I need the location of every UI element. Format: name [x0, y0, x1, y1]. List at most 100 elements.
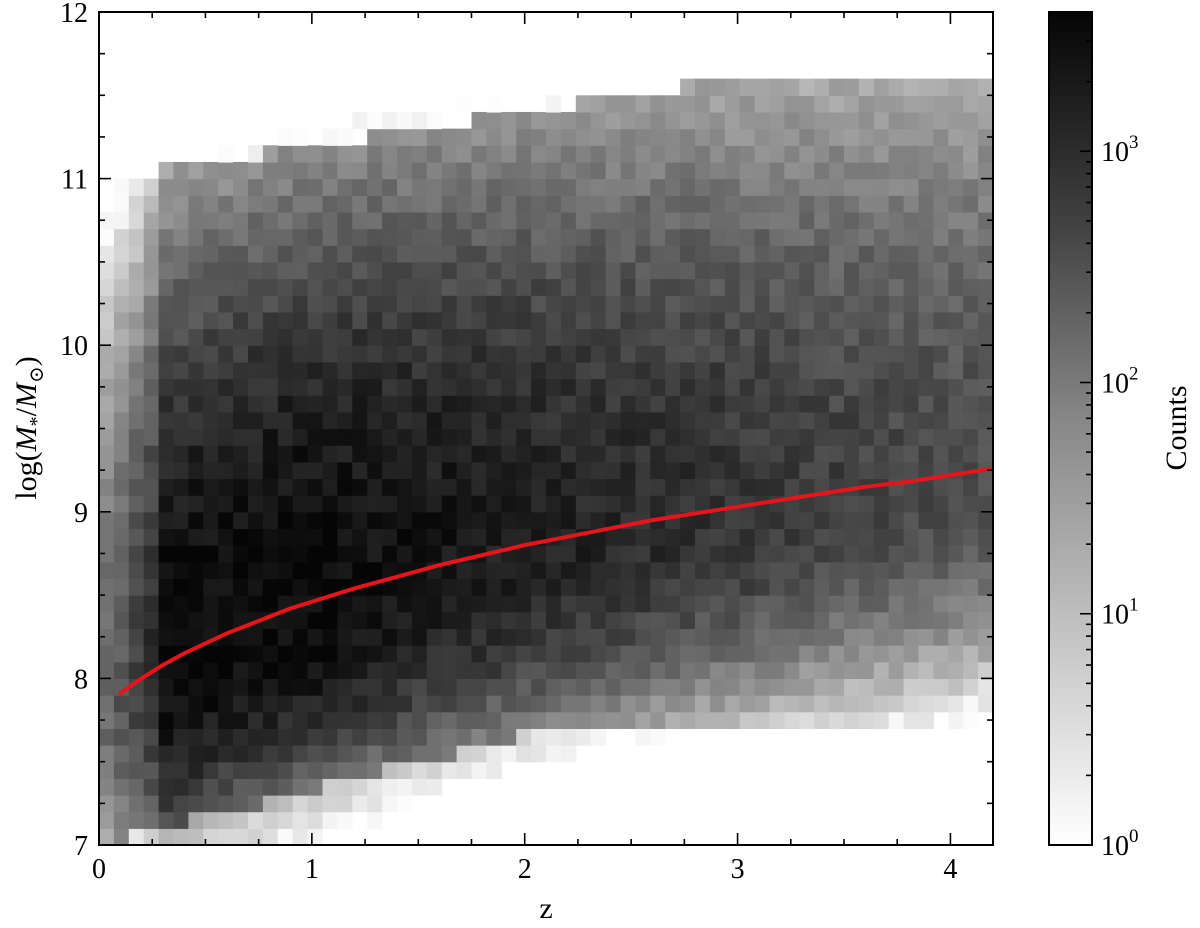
heatmap-cell: [128, 245, 145, 263]
heatmap-cell: [888, 261, 905, 280]
heatmap-cell: [829, 611, 845, 630]
heatmap-cell: [635, 611, 651, 630]
heatmap-cell: [382, 478, 398, 496]
heatmap-cell: [173, 178, 189, 196]
heatmap-cell: [143, 495, 160, 513]
heatmap-cell: [248, 645, 264, 663]
heatmap-cell: [546, 428, 562, 446]
heatmap-cell: [903, 178, 920, 196]
heatmap-cell: [248, 378, 264, 396]
heatmap-cell: [799, 478, 815, 496]
heatmap-cell: [128, 745, 145, 763]
heatmap-cell: [188, 778, 204, 796]
heatmap-cell: [173, 695, 189, 713]
heatmap-cell: [382, 295, 398, 313]
heatmap-cell: [709, 578, 726, 596]
heatmap-cell: [560, 745, 577, 763]
heatmap-cell: [739, 478, 756, 496]
heatmap-cell: [277, 645, 294, 663]
heatmap-cell: [769, 195, 785, 213]
heatmap-cell: [188, 311, 204, 330]
heatmap-cell: [188, 478, 204, 496]
heatmap-cell: [248, 278, 264, 296]
heatmap-cell: [322, 561, 338, 580]
heatmap-cell: [963, 428, 979, 446]
heatmap-cell: [367, 228, 383, 246]
heatmap-cell: [248, 195, 264, 213]
heatmap-cell: [888, 128, 905, 146]
heatmap-cell: [203, 595, 219, 613]
heatmap-cell: [337, 395, 353, 413]
heatmap-cell: [426, 745, 443, 763]
heatmap-cell: [665, 561, 681, 580]
heatmap-cell: [99, 711, 115, 729]
heatmap-cell: [471, 111, 487, 130]
heatmap-cell: [903, 661, 920, 679]
heatmap-cell: [307, 445, 324, 463]
heatmap-cell: [933, 95, 949, 113]
heatmap-cell: [873, 611, 890, 630]
heatmap-cell: [948, 295, 964, 313]
heatmap-cell: [277, 711, 294, 729]
heatmap-cell: [292, 695, 309, 713]
heatmap-cell: [709, 195, 726, 213]
heatmap-cell: [873, 295, 890, 313]
heatmap-cell: [248, 545, 264, 563]
heatmap-cell: [799, 245, 815, 263]
heatmap-cell: [590, 128, 607, 146]
heatmap-cell: [411, 145, 428, 163]
heatmap-cell: [903, 278, 920, 296]
heatmap-cell: [829, 228, 845, 246]
heatmap-cell: [262, 228, 279, 246]
heatmap-cell: [739, 695, 756, 713]
heatmap-cell: [128, 428, 145, 446]
heatmap-cell: [337, 511, 353, 530]
heatmap-cell: [262, 661, 279, 679]
heatmap-cell: [397, 745, 413, 763]
heatmap-cell: [277, 278, 294, 296]
heatmap-cell: [262, 645, 279, 663]
heatmap-cell: [99, 311, 115, 330]
heatmap-cell: [128, 195, 145, 213]
heatmap-cell: [575, 145, 592, 163]
heatmap-cell: [650, 111, 666, 130]
heatmap-cell: [963, 411, 979, 430]
heatmap-cell: [709, 661, 726, 679]
heatmap-cell: [978, 628, 993, 646]
heatmap-cell: [367, 311, 383, 330]
heatmap-cell: [650, 628, 666, 646]
heatmap-cell: [501, 661, 517, 679]
heatmap-cell: [978, 678, 993, 696]
heatmap-cell: [918, 111, 934, 130]
heatmap-cell: [382, 511, 398, 530]
heatmap-cell: [665, 711, 681, 729]
heatmap-cell: [665, 378, 681, 396]
heatmap-cell: [695, 161, 711, 180]
heatmap-cell: [322, 495, 338, 513]
heatmap-cell: [665, 261, 681, 280]
heatmap-cell: [754, 378, 771, 396]
heatmap-cell: [426, 428, 443, 446]
heatmap-cell: [486, 378, 502, 396]
heatmap-cell: [203, 745, 219, 763]
heatmap-cell: [173, 561, 189, 580]
heatmap-cell: [501, 628, 517, 646]
heatmap-cell: [560, 311, 577, 330]
heatmap-cell: [158, 261, 175, 280]
heatmap-cell: [367, 428, 383, 446]
heatmap-cell: [784, 195, 800, 213]
heatmap-cell: [978, 661, 993, 679]
heatmap-cell: [486, 595, 502, 613]
heatmap-cell: [233, 328, 249, 346]
heatmap-cell: [963, 395, 979, 413]
heatmap-cell: [382, 428, 398, 446]
heatmap-cell: [397, 611, 413, 630]
heatmap-cell: [218, 661, 234, 679]
heatmap-cell: [218, 595, 234, 613]
heatmap-cell: [143, 561, 160, 580]
heatmap-cell: [367, 811, 383, 829]
heatmap-cell: [590, 161, 607, 180]
heatmap-cell: [441, 511, 458, 530]
heatmap-cell: [322, 261, 338, 280]
colorbar-tick-label: 103: [1101, 132, 1139, 168]
